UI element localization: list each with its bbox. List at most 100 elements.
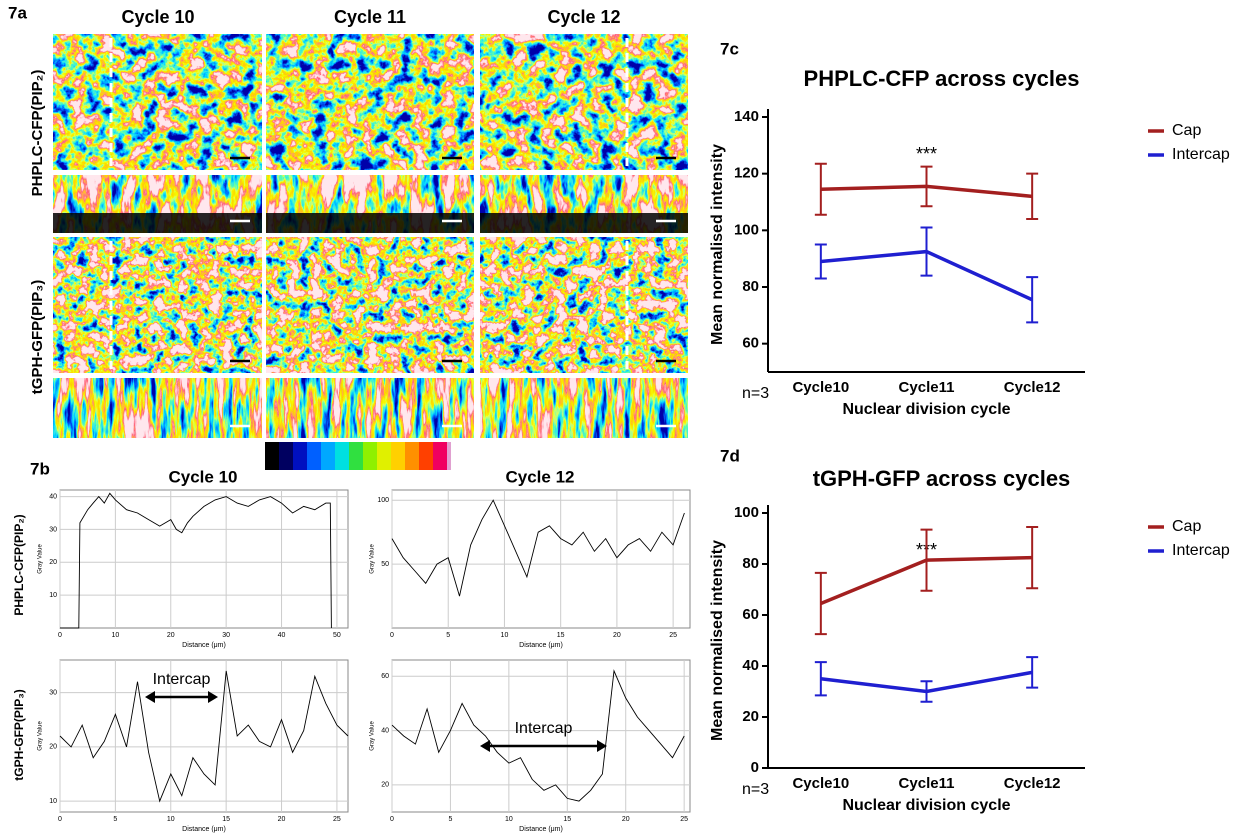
x-tick-label: 20 [278, 816, 286, 823]
heatmap-image [479, 377, 689, 439]
y-axis-label: Gray Value [38, 544, 44, 574]
x-tick-label: 30 [222, 632, 230, 639]
error-bar [1026, 172, 1039, 220]
y-axis-label: Gray Value [370, 544, 376, 574]
x-axis-label: Distance (μm) [519, 642, 563, 649]
panel-label: 7c [720, 39, 739, 58]
column-header: Cycle 11 [334, 7, 406, 27]
x-tick-label: 20 [622, 816, 630, 823]
legend-label: Intercap [1172, 542, 1230, 559]
error-bar [920, 680, 933, 703]
y-tick-label: 40 [742, 657, 759, 674]
y-tick-label: 60 [381, 673, 389, 680]
y-tick-label: 30 [49, 689, 57, 696]
heatmap-image [265, 33, 475, 171]
y-tick-label: 20 [49, 559, 57, 566]
y-axis-label: Gray Value [38, 721, 44, 751]
error-bar [920, 226, 933, 277]
heatmap-image [52, 377, 263, 439]
x-tick-label: 5 [448, 816, 452, 823]
y-axis-label: Gray Value [370, 721, 376, 751]
panel-label: 7d [720, 446, 740, 465]
y-tick-label: 30 [49, 526, 57, 533]
x-tick-label: 10 [505, 816, 513, 823]
x-tick-label: 25 [669, 632, 677, 639]
profile-line [391, 499, 685, 597]
x-tick-label: Cycle10 [792, 775, 849, 792]
column-header: Cycle 12 [547, 7, 620, 27]
y-tick-label: 20 [381, 782, 389, 789]
y-tick-label: 40 [381, 727, 389, 734]
colorbar [265, 442, 451, 470]
y-axis-label: Mean normalised intensity [709, 540, 726, 741]
y-tick-label: 20 [742, 708, 759, 725]
panel-label: 7a [8, 3, 27, 22]
x-tick-label: 0 [390, 632, 394, 639]
y-tick-label: 100 [734, 221, 759, 238]
x-tick-label: 20 [613, 632, 621, 639]
annotation: *** [916, 144, 937, 164]
x-tick-label: 5 [446, 632, 450, 639]
x-tick-label: 10 [501, 632, 509, 639]
error-bar [920, 165, 933, 208]
y-tick-label: 60 [742, 335, 759, 352]
x-tick-label: 25 [680, 816, 688, 823]
image-shadow [53, 213, 262, 233]
sample-size: n=3 [742, 385, 769, 402]
profile-line [60, 492, 332, 629]
error-bar [814, 243, 827, 280]
y-tick-label: 100 [377, 497, 389, 504]
heatmap-image [265, 236, 475, 374]
x-axis-label: Nuclear division cycle [842, 797, 1010, 814]
legend-label: Cap [1172, 122, 1201, 139]
y-tick-label: 100 [734, 504, 759, 521]
y-tick-label: 80 [742, 278, 759, 295]
y-tick-label: 50 [381, 561, 389, 568]
heatmap-image [479, 33, 689, 171]
x-tick-label: Cycle11 [899, 775, 955, 792]
heatmap-image [265, 377, 475, 439]
plot-frame [391, 659, 691, 813]
legend-label: Intercap [1172, 146, 1230, 163]
annotation: Intercap [515, 720, 573, 737]
row-label: tGPH-GFP(PIP₃) [12, 689, 26, 781]
x-axis-label: Distance (μm) [182, 642, 226, 649]
plot-frame [59, 489, 349, 629]
x-tick-label: 5 [113, 816, 117, 823]
x-tick-label: 40 [278, 632, 286, 639]
x-tick-label: Cycle12 [1004, 379, 1061, 396]
x-tick-label: Cycle12 [1004, 775, 1061, 792]
error-bar [814, 661, 827, 697]
x-axis-label: Distance (μm) [519, 826, 563, 833]
row-label: tGPH-GFP(PIP₃) [29, 280, 46, 394]
y-tick-label: 140 [734, 108, 759, 125]
y-tick-label: 120 [734, 165, 759, 182]
image-shadow [480, 213, 688, 233]
y-tick-label: 20 [49, 744, 57, 751]
x-tick-label: Cycle10 [792, 379, 849, 396]
plot-frame [59, 659, 349, 813]
y-tick-label: 10 [49, 798, 57, 805]
x-tick-label: 10 [167, 816, 175, 823]
heatmap-image [479, 236, 689, 374]
x-axis-label: Nuclear division cycle [842, 401, 1010, 418]
x-tick-label: Cycle11 [899, 379, 955, 396]
y-tick-label: 40 [49, 493, 57, 500]
x-tick-label: 20 [167, 632, 175, 639]
error-bar [814, 571, 827, 636]
error-bar [1026, 526, 1039, 590]
microscopy-panels [52, 33, 689, 439]
x-tick-label: 10 [111, 632, 119, 639]
error-bar [1026, 276, 1039, 324]
x-tick-label: 50 [333, 632, 341, 639]
row-label: PHPLC-CFP(PIP₂) [29, 70, 46, 197]
error-bar [1026, 656, 1039, 689]
error-bar [920, 528, 933, 592]
x-tick-label: 0 [58, 816, 62, 823]
y-tick-label: 0 [751, 759, 759, 776]
x-tick-label: 15 [222, 816, 230, 823]
annotation: Intercap [153, 671, 211, 688]
x-tick-label: 0 [58, 632, 62, 639]
y-tick-label: 80 [742, 555, 759, 572]
